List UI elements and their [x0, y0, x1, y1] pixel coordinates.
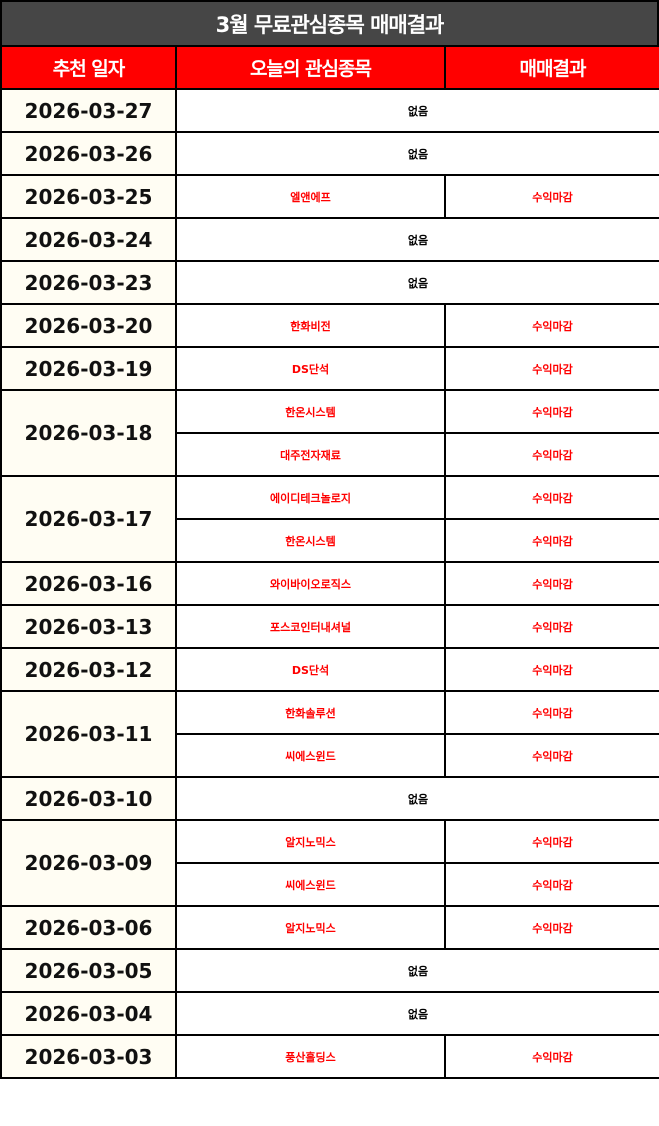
stock-cell: 씨에스윈드 [175, 862, 446, 907]
date-cell: 2026-03-24 [0, 217, 177, 262]
no-pick-cell: 없음 [175, 776, 659, 821]
date-cell: 2026-03-25 [0, 174, 177, 219]
stock-cell: 한화솔루션 [175, 690, 446, 735]
table-row: 2026-03-05 없음 [0, 948, 659, 993]
table-row: 2026-03-20 한화비전 수익마감 [0, 303, 659, 348]
table-row: 2026-03-13 포스코인터내셔널 수익마감 [0, 604, 659, 649]
date-cell: 2026-03-06 [0, 905, 177, 950]
date-cell: 2026-03-04 [0, 991, 177, 1036]
result-cell: 수익마감 [444, 862, 659, 907]
result-cell: 수익마감 [444, 1034, 659, 1079]
table-row: 씨에스윈드 수익마감 [1, 862, 659, 907]
no-pick-cell: 없음 [175, 260, 659, 305]
date-cell: 2026-03-20 [0, 303, 177, 348]
stock-cell: 에이디테크놀로지 [175, 475, 446, 520]
header-stock: 오늘의 관심종목 [175, 45, 446, 90]
result-cell: 수익마감 [444, 733, 659, 778]
stock-cell: 한온시스템 [175, 389, 446, 434]
stock-cell: 한온시스템 [175, 518, 446, 563]
table-row: 2026-03-18 한온시스템 수익마감 [0, 389, 659, 477]
header-result: 매매결과 [444, 45, 659, 90]
no-pick-cell: 없음 [175, 948, 659, 993]
header-date: 추천 일자 [0, 45, 177, 90]
date-cell: 2026-03-09 [0, 819, 177, 907]
no-pick-cell: 없음 [175, 991, 659, 1036]
stock-cell: 풍산홀딩스 [175, 1034, 446, 1079]
result-cell: 수익마감 [444, 819, 659, 864]
table-row: 2026-03-17 에이디테크놀로지 수익마감 [0, 475, 659, 563]
stock-cell: 대주전자재료 [175, 432, 446, 477]
stock-cell: 포스코인터내셔널 [175, 604, 446, 649]
table-row: 2026-03-24 없음 [0, 217, 659, 262]
date-cell: 2026-03-13 [0, 604, 177, 649]
table-row: 씨에스윈드 수익마감 [1, 733, 659, 778]
date-cell: 2026-03-26 [0, 131, 177, 176]
date-cell: 2026-03-11 [0, 690, 177, 778]
table-row: 한온시스템 수익마감 [1, 518, 659, 563]
table-row: 2026-03-06 알지노믹스 수익마감 [0, 905, 659, 950]
table-row: 2026-03-23 없음 [0, 260, 659, 305]
no-pick-cell: 없음 [175, 217, 659, 262]
table-row: 2026-03-25 엘앤에프 수익마감 [0, 174, 659, 219]
date-cell: 2026-03-19 [0, 346, 177, 391]
table-row: 2026-03-10 없음 [0, 776, 659, 821]
result-cell: 수익마감 [444, 174, 659, 219]
result-cell: 수익마감 [444, 432, 659, 477]
result-cell: 수익마감 [444, 475, 659, 520]
results-table: 추천 일자 오늘의 관심종목 매매결과 2026-03-27 없음 2026-03-… [0, 45, 659, 1079]
stock-cell: DS단석 [175, 346, 446, 391]
date-cell: 2026-03-16 [0, 561, 177, 606]
table-row: 2026-03-19 DS단석 수익마감 [0, 346, 659, 391]
result-cell: 수익마감 [444, 561, 659, 606]
date-cell: 2026-03-05 [0, 948, 177, 993]
stock-cell: 한화비전 [175, 303, 446, 348]
table-row: 대주전자재료 수익마감 [1, 432, 659, 477]
date-cell: 2026-03-23 [0, 260, 177, 305]
date-cell: 2026-03-10 [0, 776, 177, 821]
page-title: 3월 무료관심종목 매매결과 [0, 0, 659, 45]
table-row: 2026-03-04 없음 [0, 991, 659, 1036]
stock-cell: DS단석 [175, 647, 446, 692]
result-cell: 수익마감 [444, 518, 659, 563]
result-cell: 수익마감 [444, 604, 659, 649]
table-row: 2026-03-16 와이바이오로직스 수익마감 [0, 561, 659, 606]
table-row: 2026-03-09 알지노믹스 수익마감 [0, 819, 659, 907]
table-row: 2026-03-27 없음 [0, 88, 659, 133]
result-cell: 수익마감 [444, 389, 659, 434]
stock-cell: 알지노믹스 [175, 819, 446, 864]
result-cell: 수익마감 [444, 647, 659, 692]
header-row: 추천 일자 오늘의 관심종목 매매결과 [0, 45, 659, 90]
date-cell: 2026-03-03 [0, 1034, 177, 1079]
result-cell: 수익마감 [444, 905, 659, 950]
table-row: 2026-03-11 한화솔루션 수익마감 [0, 690, 659, 778]
result-cell: 수익마감 [444, 346, 659, 391]
result-cell: 수익마감 [444, 303, 659, 348]
date-cell: 2026-03-17 [0, 475, 177, 563]
date-cell: 2026-03-12 [0, 647, 177, 692]
date-cell: 2026-03-27 [0, 88, 177, 133]
date-cell: 2026-03-18 [0, 389, 177, 477]
stock-cell: 엘앤에프 [175, 174, 446, 219]
table-row: 2026-03-03 풍산홀딩스 수익마감 [0, 1034, 659, 1079]
stock-cell: 와이바이오로직스 [175, 561, 446, 606]
result-cell: 수익마감 [444, 690, 659, 735]
no-pick-cell: 없음 [175, 88, 659, 133]
no-pick-cell: 없음 [175, 131, 659, 176]
table-row: 2026-03-12 DS단석 수익마감 [0, 647, 659, 692]
stock-cell: 알지노믹스 [175, 905, 446, 950]
stock-cell: 씨에스윈드 [175, 733, 446, 778]
results-body: 2026-03-27 없음 2026-03-26 없음 2026-03-25 엘앤에프 수익… [0, 88, 659, 1079]
table-row: 2026-03-26 없음 [0, 131, 659, 176]
